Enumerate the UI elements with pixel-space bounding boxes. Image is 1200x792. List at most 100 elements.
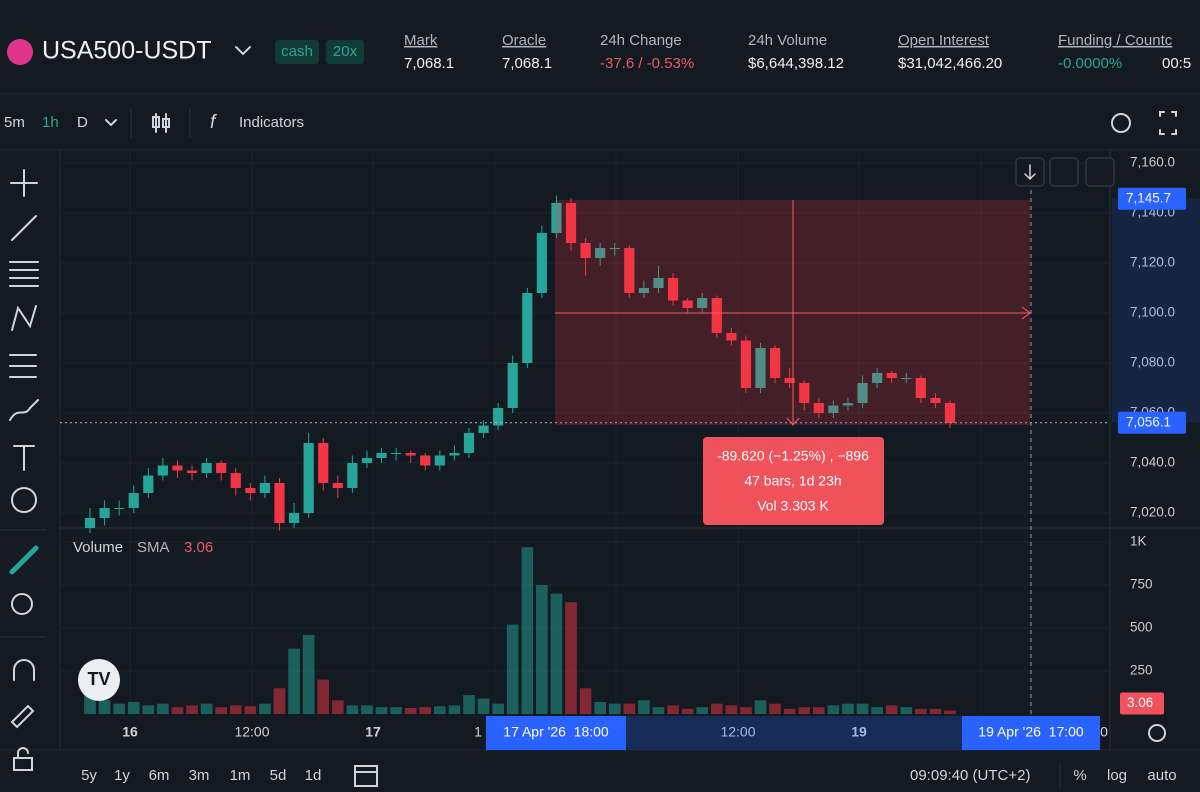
alert-icon[interactable]: [1111, 113, 1131, 133]
brush-tool[interactable]: [9, 399, 39, 421]
candle-body: [799, 383, 810, 403]
volume-bar: [783, 708, 796, 714]
candle-body: [901, 378, 912, 379]
price-marker: [1118, 411, 1186, 434]
range-button[interactable]: 1y: [114, 767, 130, 784]
interval[interactable]: D: [77, 114, 88, 131]
volume-bar: [434, 706, 446, 714]
crosshair-tool[interactable]: [10, 169, 38, 197]
volume-bar: [492, 703, 504, 714]
stat-value: 00:5: [1162, 55, 1191, 72]
lock-tool[interactable]: [13, 747, 33, 771]
candle-body: [449, 453, 460, 456]
candle-body: [463, 433, 475, 453]
volume-bar: [259, 703, 271, 714]
candle-body: [667, 278, 679, 301]
candle-body: [347, 463, 358, 488]
volume-bar: [98, 700, 111, 714]
price-marker-label: 7,056.1: [1126, 414, 1171, 429]
volume-bar: [463, 695, 475, 714]
fib-tool[interactable]: [9, 261, 39, 287]
lock-draw-tool[interactable]: [10, 704, 35, 729]
settings-icon[interactable]: [1148, 724, 1166, 742]
volume-bar: [579, 688, 592, 714]
tag-text: cash: [281, 43, 313, 60]
range-button[interactable]: 3m: [189, 767, 210, 784]
volume-bar: [710, 703, 723, 714]
interval[interactable]: 5m: [4, 114, 25, 131]
candle-body: [784, 378, 795, 383]
range-button[interactable]: 1d: [305, 767, 322, 784]
range-button[interactable]: 5d: [270, 767, 287, 784]
candle-body: [143, 475, 154, 493]
candle-body: [201, 463, 212, 473]
zoom-tool[interactable]: [11, 593, 33, 615]
interval[interactable]: 1h: [42, 114, 59, 131]
tools: [0, 169, 46, 771]
projection-tool[interactable]: [9, 354, 37, 378]
volume-bar: [623, 703, 636, 714]
volume-bar: [725, 705, 738, 714]
axis-highlight: [1112, 198, 1200, 423]
range-button[interactable]: 5y: [81, 767, 97, 784]
scale-option[interactable]: %: [1073, 767, 1086, 784]
candle-body: [186, 470, 198, 473]
candle-body: [391, 453, 402, 454]
ruler-tool[interactable]: [9, 545, 39, 575]
pattern-tool[interactable]: [11, 305, 37, 331]
indicators[interactable]: Indicators: [239, 114, 304, 131]
candle-body: [711, 298, 722, 333]
candle-body: [303, 443, 314, 513]
collapse-button[interactable]: [1049, 157, 1079, 187]
candle-body: [624, 248, 635, 293]
symbol-icon: [7, 39, 33, 65]
volume-bar: [186, 705, 198, 714]
stat-label: Mark: [404, 32, 438, 49]
stat-value: $31,042,466.20: [898, 55, 1002, 72]
volume-bar: [419, 707, 432, 714]
line-tool[interactable]: [11, 215, 37, 241]
range-end-label: 19 Apr '26 17:00: [978, 724, 1084, 740]
volume-bar: [798, 707, 811, 714]
stat-value: 7,068.1: [502, 55, 552, 72]
volume-bar: [769, 703, 781, 714]
range-button[interactable]: 1m: [230, 767, 251, 784]
volume-marker-label: 3.06: [1127, 695, 1153, 710]
chart-type-icon[interactable]: [152, 113, 170, 133]
text-tool[interactable]: [13, 445, 35, 471]
volume-bar: [594, 701, 606, 714]
volume-bar: [696, 707, 709, 714]
candle-body: [828, 405, 839, 413]
candle-body: [886, 373, 897, 378]
candle-body: [332, 483, 343, 488]
fx-icon[interactable]: f: [210, 112, 217, 133]
reset-button[interactable]: [1085, 157, 1115, 187]
volume-bar: [740, 707, 752, 714]
tag: [275, 40, 319, 64]
fullscreen-icon[interactable]: [1159, 111, 1177, 135]
dropdown-icon[interactable]: [105, 119, 117, 127]
clock: 09:09:40 (UTC+2): [910, 767, 1030, 784]
scale-option[interactable]: auto: [1147, 767, 1176, 784]
volume-title: Volume: [73, 539, 123, 556]
magnet-tool[interactable]: [13, 659, 35, 681]
stat-value: $6,644,398.12: [748, 55, 844, 72]
dropdown-icon[interactable]: [235, 46, 251, 56]
x-tick-label: 12:00: [234, 724, 269, 740]
volume-bar: [361, 705, 373, 714]
stat-value: -37.6 / -0.53%: [600, 55, 694, 72]
volume-bar: [477, 698, 490, 714]
stat-label: 24h Change: [600, 32, 682, 49]
volume-bar: [885, 705, 898, 714]
date-range-icon[interactable]: [354, 765, 378, 787]
price-marker-label: 7,145.7: [1126, 190, 1171, 205]
candle-body: [609, 248, 620, 249]
symbol[interactable]: USA500-USDT: [42, 37, 212, 65]
y-tick-label: 7,120.0: [1130, 255, 1175, 270]
range-start: [486, 716, 626, 750]
y-tick-label: 7,100.0: [1130, 305, 1175, 320]
candle-body: [565, 203, 577, 243]
range-button[interactable]: 6m: [149, 767, 170, 784]
emoji-tool[interactable]: [11, 487, 37, 513]
scale-option[interactable]: log: [1107, 767, 1127, 784]
